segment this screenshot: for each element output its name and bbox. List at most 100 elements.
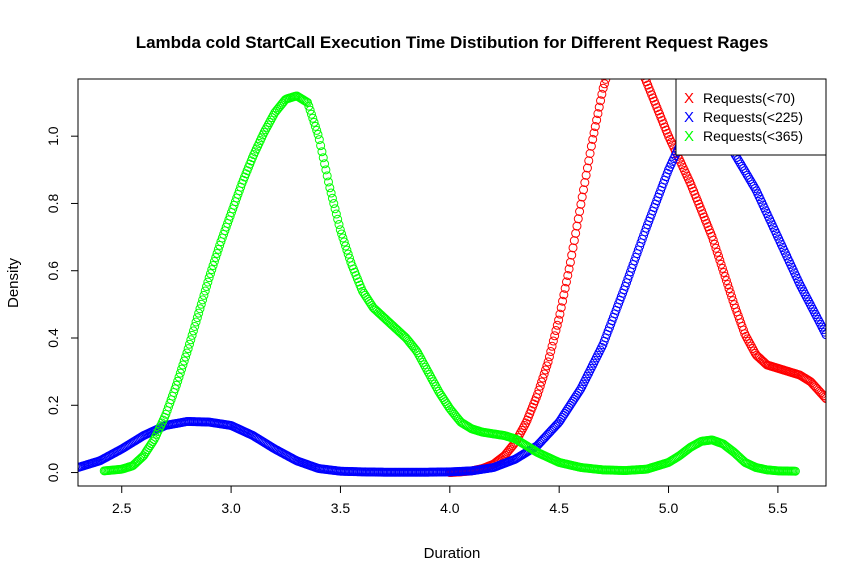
y-tick-label: 0.0 — [45, 463, 61, 483]
data-point — [555, 309, 565, 319]
data-point — [341, 241, 351, 251]
data-point — [207, 265, 217, 275]
data-point — [516, 428, 526, 438]
legend-label: Requests(<365) — [703, 128, 803, 144]
data-point — [204, 273, 214, 283]
data-point — [537, 377, 547, 387]
data-point — [262, 122, 272, 132]
data-point — [338, 233, 348, 243]
data-point — [308, 113, 318, 123]
data-point — [325, 183, 335, 193]
data-point — [78, 463, 83, 472]
data-point — [804, 297, 814, 307]
data-point — [716, 259, 726, 269]
data-point — [577, 192, 587, 202]
data-point — [637, 65, 645, 73]
data-point — [736, 159, 746, 169]
x-tick-label: 4.0 — [440, 500, 460, 516]
data-point — [421, 362, 431, 372]
data-point — [746, 177, 756, 187]
x-tick-label: 3.0 — [221, 500, 241, 516]
data-point — [186, 335, 196, 345]
data-point — [596, 96, 606, 106]
data-point — [727, 292, 737, 302]
series-2 — [78, 118, 826, 477]
data-point — [551, 326, 561, 336]
x-tick-label: 4.5 — [549, 500, 569, 516]
data-point — [316, 141, 326, 151]
legend-label: Requests(<225) — [703, 109, 803, 125]
data-point — [177, 364, 187, 374]
data-point — [212, 248, 222, 258]
data-point — [576, 199, 586, 209]
data-point — [564, 264, 574, 274]
data-point — [748, 344, 758, 354]
data-point — [741, 168, 751, 178]
data-point — [584, 156, 594, 166]
data-point — [337, 229, 347, 239]
data-point — [744, 336, 754, 346]
data-point — [544, 352, 554, 362]
data-point — [799, 287, 809, 297]
data-point — [818, 325, 826, 335]
data-point — [539, 369, 549, 379]
data-point — [734, 157, 744, 167]
data-point — [552, 320, 562, 330]
data-point — [411, 346, 421, 356]
data-point — [318, 153, 328, 163]
data-point — [592, 115, 602, 125]
data-point — [608, 53, 616, 61]
data-point — [266, 115, 276, 125]
data-point — [313, 129, 323, 139]
data-point — [261, 125, 271, 135]
y-tick-label: 0.4 — [45, 328, 61, 348]
y-tick-label: 1.0 — [45, 126, 61, 146]
legend-marker: X — [684, 90, 694, 107]
data-point — [301, 97, 311, 107]
data-point — [744, 172, 754, 182]
data-point — [326, 188, 336, 198]
data-point — [593, 109, 603, 119]
data-point — [707, 231, 717, 241]
data-point — [632, 52, 640, 60]
data-point — [431, 382, 441, 392]
data-point — [179, 356, 189, 366]
data-point — [811, 309, 820, 319]
data-point — [710, 239, 720, 249]
data-point — [741, 331, 751, 341]
data-point — [320, 159, 330, 169]
data-point — [733, 155, 743, 165]
data-point — [423, 367, 433, 377]
data-point — [199, 290, 209, 300]
data-point — [305, 105, 315, 115]
data-point — [547, 341, 557, 351]
data-point — [541, 365, 550, 375]
data-point — [746, 341, 756, 351]
data-point — [814, 317, 824, 327]
data-point — [432, 384, 442, 394]
data-point — [175, 368, 185, 378]
data-point — [803, 294, 813, 304]
data-point — [334, 220, 344, 230]
series-layer — [78, 52, 826, 478]
data-point — [812, 312, 822, 322]
data-point — [599, 79, 609, 89]
data-point — [314, 135, 324, 145]
data-point — [576, 384, 586, 394]
data-point — [724, 284, 734, 294]
data-point — [211, 252, 221, 262]
data-point — [606, 62, 614, 70]
data-point — [820, 327, 826, 337]
data-point — [415, 353, 425, 363]
y-tick-label: 0.6 — [45, 261, 61, 281]
data-point — [413, 348, 423, 358]
data-point — [795, 279, 805, 289]
legend-label: Requests(<70) — [703, 90, 795, 106]
data-point — [428, 377, 438, 387]
data-point — [588, 134, 598, 144]
data-point — [205, 269, 215, 279]
x-axis-label: Duration — [424, 545, 481, 562]
data-point — [579, 185, 589, 195]
y-tick-label: 0.2 — [45, 395, 61, 415]
data-point — [427, 374, 437, 384]
